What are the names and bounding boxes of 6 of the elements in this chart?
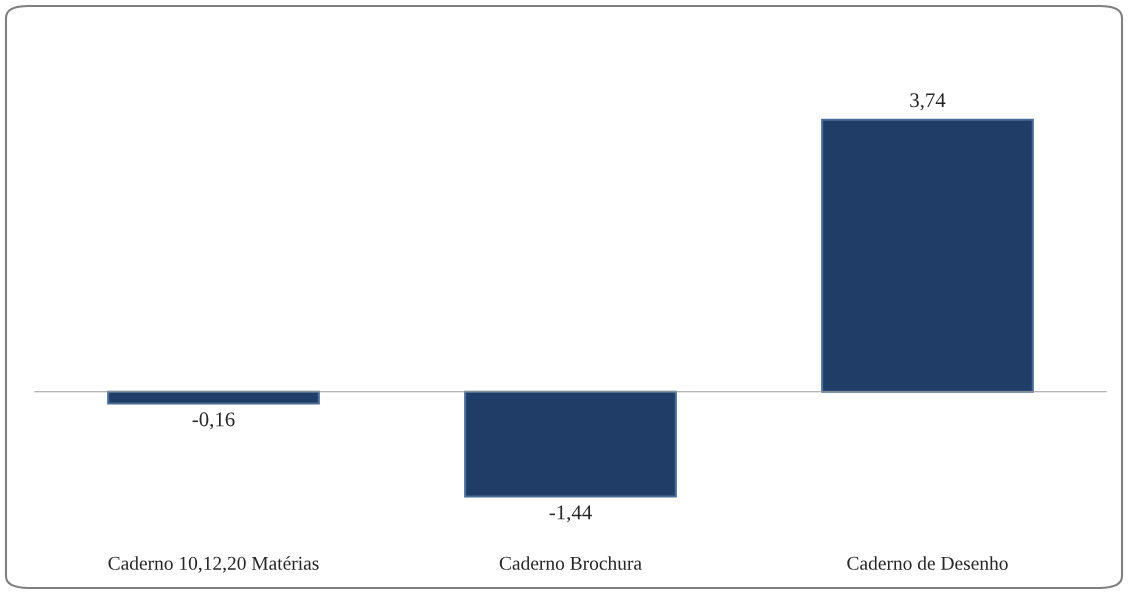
- x-tick-label: Caderno 10,12,20 Matérias: [108, 556, 319, 573]
- data-label: -0,16: [192, 412, 235, 430]
- data-label: -1,44: [549, 505, 592, 523]
- x-tick-label: Caderno Brochura: [499, 556, 642, 570]
- x-tick-label: Caderno de Desenho: [847, 556, 1008, 570]
- data-label: 3,74: [910, 93, 946, 111]
